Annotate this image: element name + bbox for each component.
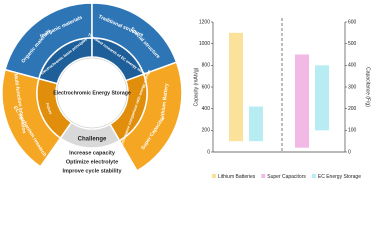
y2-tick-label: 100 [348, 128, 357, 134]
y2-tick-label: 500 [348, 41, 357, 47]
y2-axis-title: Capacitance (F/g) [365, 67, 371, 107]
y2-tick-label: 0 [348, 149, 351, 155]
y-tick-label: 1000 [199, 41, 210, 47]
y-tick-label: 1200 [199, 19, 210, 25]
y-tick-label: 800 [202, 63, 211, 69]
sector-item: Improve cycle stability [63, 168, 123, 174]
bar [229, 32, 243, 142]
sector-item: Lithium Battery [160, 83, 170, 120]
sector-title: Future [45, 102, 53, 114]
legend-swatch [212, 174, 216, 178]
center-circle [56, 57, 128, 129]
y2-tick-label: 300 [348, 84, 357, 90]
sector-item: Optimize electrolyte [66, 159, 118, 165]
legend-swatch [311, 174, 316, 178]
y2-tick-label: 600 [348, 19, 357, 25]
y-tick-label: 400 [202, 106, 211, 112]
legend-swatch [261, 174, 266, 178]
bar [249, 106, 263, 142]
center-label: Electrochromic Energy Storage [53, 90, 131, 96]
y-axis-title: Capacity (mAh/g) [193, 67, 199, 106]
bar [295, 54, 309, 148]
y-tick-label: 200 [202, 128, 211, 134]
inner-sector [36, 77, 73, 140]
y2-tick-label: 400 [348, 63, 357, 69]
bar [315, 65, 329, 131]
sector-title: Challenge [78, 137, 107, 143]
sector-item: Increase capacity [69, 150, 116, 156]
y2-tick-label: 200 [348, 106, 357, 112]
page: {"diagram":{"center":"Electrochromic Ene… [1, 3, 371, 180]
legend-label: Super Capacitors [267, 174, 306, 180]
legend-label: Lithium Batteries [218, 174, 256, 180]
legend-label: EC Energy Storage [318, 174, 361, 180]
y-tick-label: 600 [202, 84, 211, 90]
y-tick-label: 0 [207, 149, 210, 155]
